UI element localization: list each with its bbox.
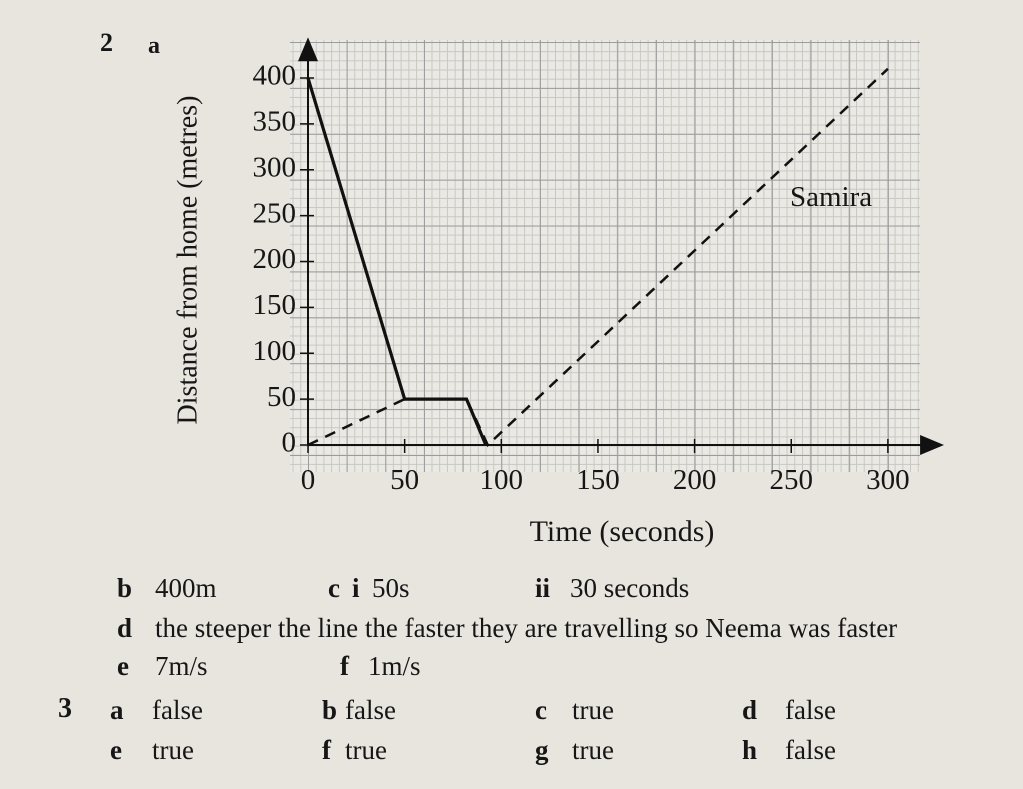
- answer-label: f: [322, 735, 331, 765]
- y-tick-label: 400: [253, 60, 297, 92]
- answer-text: 50s: [372, 573, 410, 603]
- y-axis-label: Distance from home (metres): [172, 96, 203, 425]
- answer-text: true: [345, 735, 387, 765]
- x-tick-label: 50: [390, 464, 419, 496]
- question-number: 3: [58, 693, 72, 724]
- answer-label: d: [117, 613, 133, 643]
- y-tick-label: 350: [253, 106, 297, 138]
- answer-label: g: [535, 735, 549, 765]
- y-tick-label: 50: [267, 381, 296, 413]
- answer-label: f: [340, 651, 349, 681]
- x-tick-label: 250: [770, 464, 814, 496]
- x-tick-label: 150: [576, 464, 620, 496]
- series-label: Samira: [790, 181, 872, 213]
- answer-label: b: [322, 695, 338, 725]
- answer-text: false: [785, 735, 836, 765]
- answer-text: 1m/s: [368, 651, 421, 681]
- answer-text: 400m: [155, 573, 217, 603]
- series-line: [307, 67, 889, 448]
- answer-text: 7m/s: [155, 651, 208, 681]
- graph-paper: [290, 40, 920, 472]
- y-tick-label: 200: [253, 243, 297, 275]
- y-tick-label: 150: [253, 289, 297, 321]
- x-axis-label: Time (seconds): [530, 515, 715, 548]
- answer-text: true: [572, 695, 614, 725]
- x-tick-label: 0: [301, 464, 316, 496]
- answer-text: true: [152, 735, 194, 765]
- answer-label: e: [110, 735, 122, 765]
- answer-label: d: [742, 695, 758, 725]
- y-tick-label: 0: [282, 427, 297, 459]
- question-part: a: [148, 33, 160, 59]
- answer-sublabel: ii: [535, 573, 551, 603]
- answer-text: false: [152, 695, 203, 725]
- series-line: [306, 77, 488, 446]
- answer-label: c: [535, 695, 547, 725]
- answer-label: c: [328, 573, 340, 603]
- x-tick-label: 300: [866, 464, 910, 496]
- answer-label: h: [742, 735, 758, 765]
- y-tick-label: 250: [253, 197, 297, 229]
- answer-text: the steeper the line the faster they are…: [155, 613, 898, 643]
- answer-label: e: [117, 651, 129, 681]
- answer-label: b: [117, 573, 133, 603]
- answer-text: false: [345, 695, 396, 725]
- answer-sublabel: i: [352, 573, 360, 603]
- x-tick-label: 100: [480, 464, 524, 496]
- answer-text: false: [785, 695, 836, 725]
- question-number: 2: [100, 28, 113, 57]
- answer-text: true: [572, 735, 614, 765]
- y-tick-label: 100: [253, 335, 297, 367]
- answer-text: 30 seconds: [570, 573, 690, 603]
- x-tick-label: 200: [673, 464, 717, 496]
- answer-label: a: [110, 695, 124, 725]
- y-tick-label: 300: [253, 151, 297, 183]
